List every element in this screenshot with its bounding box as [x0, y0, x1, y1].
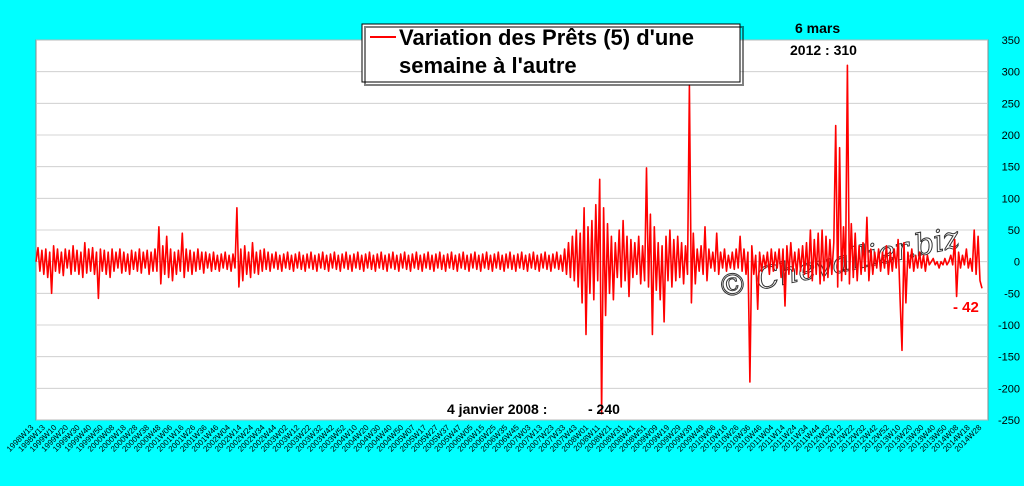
- y-tick-label: -100: [998, 320, 1020, 332]
- legend: Variation des Prêts (5) d'une semaine à …: [361, 23, 744, 86]
- max-annotation-line2: 2012 : 310: [790, 42, 857, 58]
- y-tick-label: 150: [1002, 162, 1020, 174]
- y-tick-label: 350: [1002, 35, 1020, 47]
- y-tick-label: 250: [1002, 98, 1020, 110]
- y-axis: 350 300 250 200 150 100 50 0 -50 -100 -150 -200 -250: [998, 35, 1020, 427]
- y-tick-label: 0: [1014, 257, 1020, 269]
- y-tick-label: 300: [1002, 67, 1020, 79]
- last-value-label: - 42: [953, 299, 979, 316]
- y-tick-label: -50: [1004, 288, 1020, 300]
- legend-box: [361, 23, 741, 83]
- y-tick-label: -200: [998, 383, 1020, 395]
- series-line: [35, 64, 983, 415]
- y-tick-label: -150: [998, 352, 1020, 364]
- grid: [36, 39, 988, 421]
- y-tick-label: -250: [998, 415, 1020, 427]
- y-tick-label: 200: [1002, 130, 1020, 142]
- min-annotation-label: 4 janvier 2008 :: [447, 401, 547, 417]
- y-tick-label: 100: [1002, 193, 1020, 205]
- legend-shadow: [364, 26, 744, 86]
- min-annotation-value: - 240: [588, 401, 620, 417]
- legend-label-line1: Variation des Prêts (5) d'une: [399, 25, 694, 50]
- y-tick-label: 50: [1008, 225, 1020, 237]
- max-annotation-line1: 6 mars: [795, 20, 840, 36]
- legend-label-line2: semaine à l'autre: [399, 53, 577, 78]
- x-axis: 1998W131998W131999W101999W201999W301999W…: [5, 423, 984, 454]
